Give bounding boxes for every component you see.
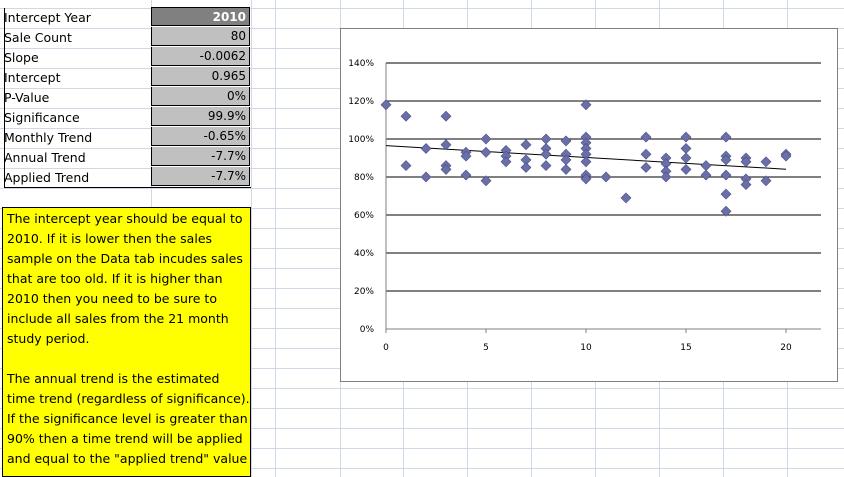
data-point xyxy=(460,150,472,162)
data-point xyxy=(700,169,712,181)
data-point xyxy=(580,173,592,185)
data-point xyxy=(700,160,712,172)
value-sale-count[interactable]: 80 xyxy=(151,27,250,46)
value-slope[interactable]: -0.0062 xyxy=(151,47,250,66)
value-annual-trend[interactable]: -7.7% xyxy=(151,147,250,166)
x-tick-label: 0 xyxy=(383,343,389,353)
column-divider xyxy=(251,0,252,477)
x-tick-label: 20 xyxy=(780,343,792,353)
trend-scatter-chart[interactable]: 0% 20% 40% 60% 80% 100% 120% 140% 0 5 10 15 20 xyxy=(340,28,838,382)
y-tick-label: 40% xyxy=(354,249,374,259)
row-divider xyxy=(0,448,844,449)
value-applied-trend[interactable]: -7.7% xyxy=(151,167,250,186)
column-divider xyxy=(275,0,276,477)
data-point xyxy=(500,156,512,168)
data-point xyxy=(420,171,432,183)
data-point xyxy=(440,139,452,151)
y-tick-label: 140% xyxy=(348,59,374,69)
row-divider xyxy=(0,408,844,409)
data-point xyxy=(720,131,732,143)
data-point xyxy=(720,169,732,181)
label-slope[interactable]: Slope xyxy=(4,50,39,65)
data-point xyxy=(540,160,552,172)
label-annual-trend[interactable]: Annual Trend xyxy=(4,150,86,165)
data-point xyxy=(640,131,652,143)
data-point xyxy=(380,99,392,111)
data-point xyxy=(680,143,692,154)
y-tick-label: 20% xyxy=(354,287,374,297)
data-point xyxy=(760,156,772,168)
data-point xyxy=(740,156,752,168)
data-point xyxy=(720,188,732,200)
row-divider xyxy=(0,8,844,9)
row-divider xyxy=(0,388,844,389)
data-point xyxy=(520,139,532,151)
data-point xyxy=(420,143,432,154)
data-point xyxy=(560,163,572,175)
label-applied-trend[interactable]: Applied Trend xyxy=(4,170,90,185)
x-tick-label: 15 xyxy=(680,343,691,353)
value-intercept-year[interactable]: 2010 xyxy=(151,7,250,26)
note-paragraph-trend: The annual trend is the estimated time t… xyxy=(7,371,250,466)
data-point xyxy=(740,179,752,191)
y-tick-label: 60% xyxy=(354,211,374,221)
note-spacer xyxy=(7,349,250,369)
data-point xyxy=(680,131,692,143)
x-tick-label: 10 xyxy=(580,343,592,353)
data-point xyxy=(480,146,492,158)
data-point xyxy=(580,156,592,168)
data-point xyxy=(460,169,472,181)
data-point xyxy=(680,163,692,175)
label-significance[interactable]: Significance xyxy=(4,110,80,125)
data-point xyxy=(400,110,412,122)
value-intercept[interactable]: 0.965 xyxy=(151,67,250,86)
data-point xyxy=(720,154,732,166)
row-divider xyxy=(0,468,844,469)
data-point xyxy=(620,192,632,204)
data-point xyxy=(580,99,592,111)
data-point xyxy=(440,163,452,175)
data-point xyxy=(660,171,672,183)
y-tick-label: 100% xyxy=(348,135,374,145)
y-tick-label: 80% xyxy=(354,173,374,183)
data-point xyxy=(520,162,532,173)
label-intercept[interactable]: Intercept xyxy=(4,70,61,85)
instructions-note[interactable]: The intercept year should be equal to 20… xyxy=(2,207,251,477)
data-point xyxy=(760,175,772,187)
data-point xyxy=(540,148,552,160)
data-point xyxy=(540,133,552,145)
data-point xyxy=(560,135,572,147)
y-tick-label: 120% xyxy=(348,97,374,107)
label-intercept-year[interactable]: Intercept Year xyxy=(4,10,91,25)
value-significance[interactable]: 99.9% xyxy=(151,107,250,126)
data-point xyxy=(480,133,492,145)
chart-plot-area: 0% 20% 40% 60% 80% 100% 120% 140% 0 5 10 15 20 xyxy=(348,59,821,353)
data-point xyxy=(780,150,792,162)
data-point xyxy=(480,175,492,187)
y-tick-label: 0% xyxy=(360,325,375,335)
label-sale-count[interactable]: Sale Count xyxy=(4,30,72,45)
table-left-border xyxy=(4,8,5,188)
value-monthly-trend[interactable]: -0.65% xyxy=(151,127,250,146)
note-paragraph-intercept: The intercept year should be equal to 20… xyxy=(7,211,243,346)
row-divider xyxy=(0,428,844,429)
label-monthly-trend[interactable]: Monthly Trend xyxy=(4,130,93,145)
table-bottom-border xyxy=(4,187,251,188)
data-point xyxy=(680,152,692,164)
x-tick-label: 5 xyxy=(483,343,489,353)
data-point xyxy=(640,148,652,160)
label-p-value[interactable]: P-Value xyxy=(4,90,50,105)
data-point xyxy=(640,162,652,173)
data-point xyxy=(440,110,452,122)
value-p-value[interactable]: 0% xyxy=(151,87,250,106)
data-point xyxy=(600,171,612,183)
data-point xyxy=(400,160,412,172)
data-point xyxy=(720,205,732,217)
